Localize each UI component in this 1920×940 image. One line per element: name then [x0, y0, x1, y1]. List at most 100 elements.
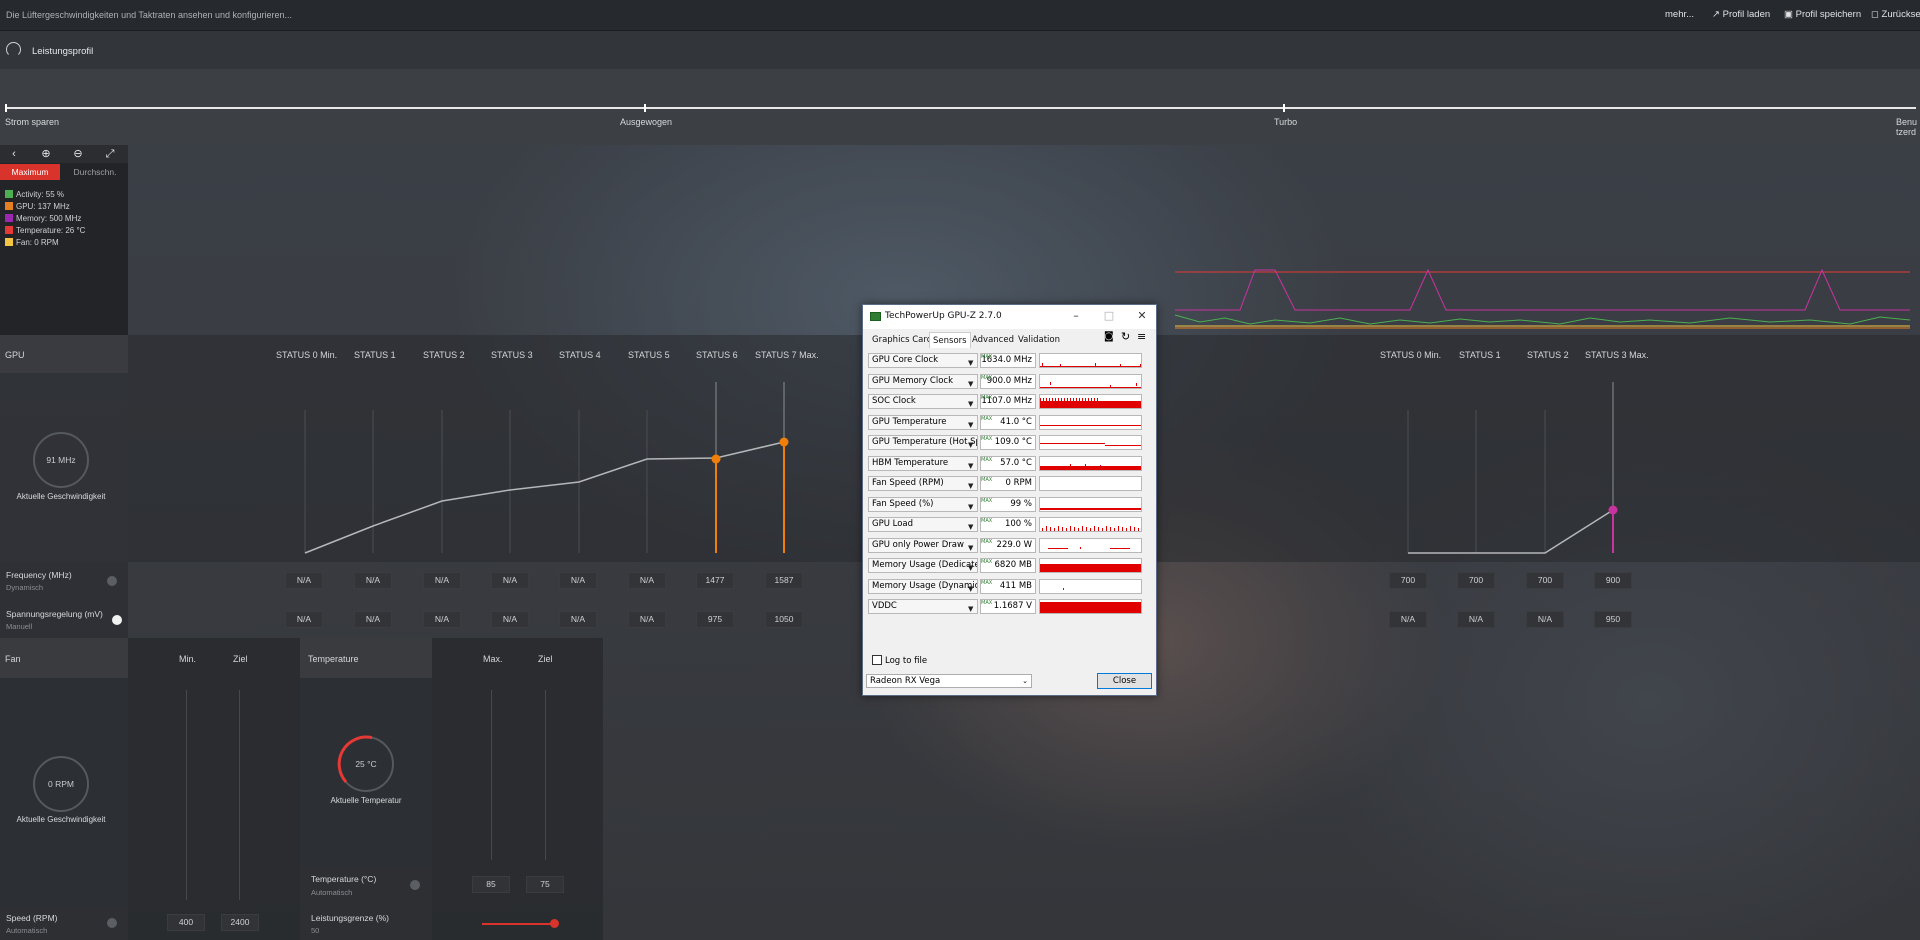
profile-slider[interactable]: Strom sparen Ausgewogen Turbo Benutzerde… — [0, 69, 1920, 145]
zoom-in-icon[interactable]: ⊕ — [41, 148, 51, 160]
legend-fan[interactable]: Fan: 0 RPM — [5, 238, 59, 248]
tab-sensors[interactable]: Sensors — [929, 332, 971, 348]
sensor-name-select[interactable]: GPU only Power Draw ▼ — [868, 537, 978, 553]
legend-gpu[interactable]: GPU: 137 MHz — [5, 202, 70, 212]
legend-temperature[interactable]: Temperature: 26 °C — [5, 226, 85, 236]
gpu-freq-cell[interactable]: N/A — [423, 572, 461, 589]
gpu-volt-cell[interactable]: N/A — [354, 611, 392, 628]
gpu-volt-cell[interactable]: N/A — [491, 611, 529, 628]
menu-icon[interactable]: ≡ — [1137, 330, 1147, 343]
fan-speed-value: 0 RPM — [48, 779, 74, 789]
tab-advanced[interactable]: Advanced — [972, 335, 1014, 345]
gpu-volt-cell[interactable]: N/A — [628, 611, 666, 628]
maximize-icon[interactable]: □ — [1103, 309, 1115, 322]
mem-state-header: STATUS 2 — [1527, 350, 1569, 360]
gpu-volt-cell[interactable]: 1050 — [765, 611, 803, 628]
more-link[interactable]: mehr... — [1665, 9, 1695, 20]
save-profile-button[interactable]: ▣ Profil speichern — [1784, 9, 1861, 20]
gpu-volt-cell[interactable]: N/A — [423, 611, 461, 628]
gpu-freq-cell[interactable]: N/A — [354, 572, 392, 589]
fan-target-slider-track[interactable] — [239, 690, 240, 900]
fit-icon[interactable]: ⤢ — [105, 148, 115, 160]
mem-freq-cell[interactable]: 700 — [1526, 572, 1564, 589]
mem-volt-cell[interactable]: N/A — [1389, 611, 1427, 628]
mem-freq-cell[interactable]: 700 — [1457, 572, 1495, 589]
gpu-speed-gauge — [33, 432, 89, 488]
gpu-volt-cell[interactable]: 975 — [696, 611, 734, 628]
legend-memory[interactable]: Memory: 500 MHz — [5, 214, 81, 224]
temp-max-cell[interactable]: 85 — [472, 876, 510, 893]
mem-volt-cell[interactable]: N/A — [1526, 611, 1564, 628]
sensor-name-select[interactable]: GPU Temperature ▼ — [868, 414, 978, 430]
tab-graphics-card[interactable]: Graphics Card — [872, 335, 933, 345]
temp-max-slider-track[interactable] — [491, 690, 492, 860]
fan-min-slider-track[interactable] — [186, 690, 187, 900]
slider-track[interactable] — [6, 107, 1916, 109]
gpu-frequency-curve[interactable] — [290, 380, 810, 560]
sensor-name-select[interactable]: Fan Speed (RPM) ▼ — [868, 476, 978, 491]
sensor-name-select[interactable]: GPU Temperature (Hot Spot)▼ — [868, 435, 978, 450]
temp-toggle[interactable] — [410, 880, 420, 890]
gpu-freq-cell[interactable]: 1587 — [765, 572, 803, 589]
speed-toggle[interactable] — [107, 918, 117, 928]
frequency-toggle[interactable] — [107, 576, 117, 586]
minimize-icon[interactable]: – — [1073, 309, 1079, 322]
back-icon[interactable]: ‹ — [12, 148, 16, 160]
close-icon[interactable]: ✕ — [1137, 309, 1147, 322]
sensor-name-select[interactable]: Fan Speed (%) ▼ — [868, 496, 978, 512]
gpu-freq-cell[interactable]: 1477 — [696, 572, 734, 589]
gpu-freq-cell[interactable]: N/A — [628, 572, 666, 589]
slider-stop-power-saving[interactable] — [5, 104, 7, 112]
mem-freq-cell[interactable]: 900 — [1594, 572, 1632, 589]
fan-min-cell[interactable]: 400 — [167, 914, 205, 931]
sensor-value: 100 % — [980, 517, 1036, 532]
sensor-name-select[interactable]: Memory Usage (Dedicated) ▼ — [868, 558, 978, 573]
sensor-name-select[interactable]: Memory Usage (Dynamic) ▼ — [868, 578, 978, 594]
sensor-name-select[interactable]: GPU Core Clock ▼ — [868, 353, 978, 368]
zoom-out-icon[interactable]: ⊖ — [73, 148, 83, 160]
sensor-name-select[interactable]: SOC Clock ▼ — [868, 394, 978, 409]
fan-target-cell[interactable]: 2400 — [221, 914, 259, 931]
legend-activity[interactable]: Activity: 55 % — [5, 190, 64, 200]
gpu-state-header: STATUS 6 — [696, 350, 738, 360]
gpu-freq-cell[interactable]: N/A — [285, 572, 323, 589]
sensor-name: GPU Core Clock — [872, 355, 939, 365]
gpu-volt-cell[interactable]: N/A — [559, 611, 597, 628]
speed-label: Speed (RPM) — [6, 913, 58, 923]
mem-volt-cell[interactable]: 950 — [1594, 611, 1632, 628]
reset-button[interactable]: ◻ Zurücksetzen — [1871, 9, 1920, 20]
dropdown-arrow-icon: ▼ — [968, 543, 974, 552]
sensor-graph — [1039, 455, 1142, 471]
gpu-freq-cell[interactable]: N/A — [559, 572, 597, 589]
power-limit-handle[interactable] — [550, 919, 559, 928]
sensor-name: GPU only Power Draw — [872, 539, 964, 550]
voltage-toggle[interactable] — [112, 615, 122, 625]
tab-validation[interactable]: Validation — [1018, 335, 1060, 345]
sensor-name-select[interactable]: GPU Load ▼ — [868, 517, 978, 532]
load-profile-button[interactable]: ↗ Profil laden — [1712, 9, 1770, 20]
dropdown-arrow-icon: ▼ — [968, 502, 974, 511]
gpu-volt-cell[interactable]: N/A — [285, 611, 323, 628]
sensor-name-select[interactable]: GPU Memory Clock ▼ — [868, 373, 978, 389]
power-limit-slider[interactable] — [482, 923, 554, 925]
tab-average[interactable]: Durchschn. — [73, 167, 117, 177]
slider-stop-balanced[interactable] — [644, 104, 646, 112]
log-checkbox[interactable] — [872, 655, 882, 665]
device-select[interactable]: Radeon RX Vega ⌄ — [866, 674, 1032, 688]
sensor-value: 41.0 °C — [980, 414, 1036, 430]
sensor-name-select[interactable]: HBM Temperature ▼ — [868, 455, 978, 471]
memory-frequency-curve[interactable] — [1395, 380, 1635, 560]
temp-target-slider-track[interactable] — [545, 690, 546, 860]
slider-stop-turbo[interactable] — [1283, 104, 1285, 112]
close-button[interactable]: Close — [1097, 673, 1152, 689]
mem-freq-cell[interactable]: 700 — [1389, 572, 1427, 589]
refresh-icon[interactable]: ↻ — [1121, 330, 1131, 343]
gpuz-titlebar[interactable]: TechPowerUp GPU-Z 2.7.0 – □ ✕ — [863, 305, 1156, 329]
sensor-name-select[interactable]: VDDC ▼ — [868, 599, 978, 614]
tab-maximum[interactable]: Maximum — [0, 164, 60, 180]
mem-volt-cell[interactable]: N/A — [1457, 611, 1495, 628]
camera-icon[interactable]: ◙ — [1104, 331, 1114, 342]
sensor-name: GPU Memory Clock — [872, 375, 953, 386]
temp-target-cell[interactable]: 75 — [526, 876, 564, 893]
gpu-freq-cell[interactable]: N/A — [491, 572, 529, 589]
